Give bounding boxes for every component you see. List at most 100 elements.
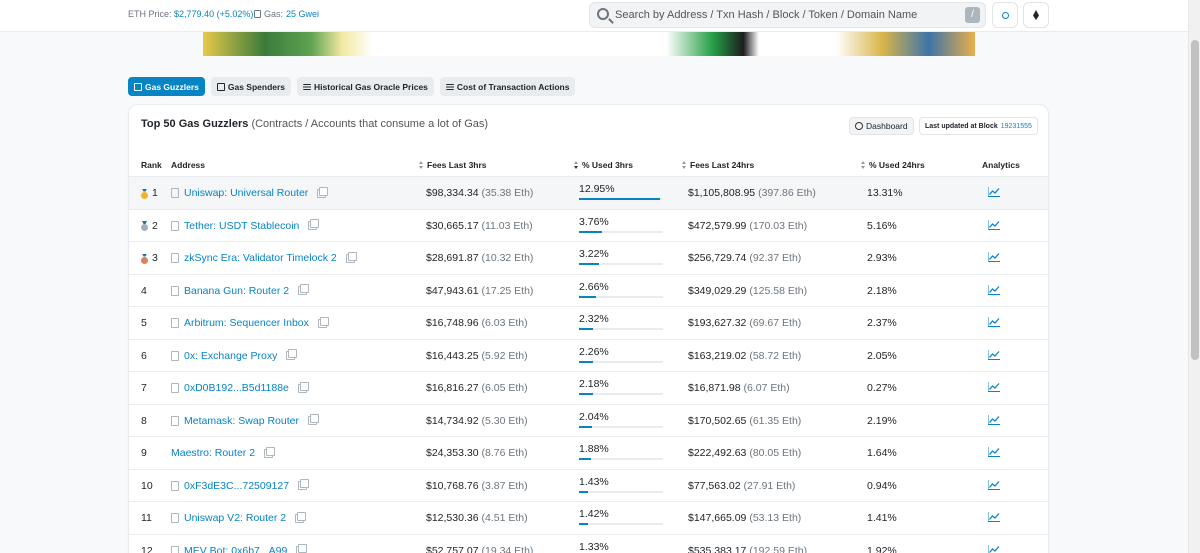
address-cell: MEV Bot: 0x6b7...A99 (171, 544, 308, 553)
fees-24h-usd: $1,105,808.95 (688, 187, 756, 199)
fees-3h-eth: (6.03 Eth) (481, 317, 528, 329)
fees-3h-usd: $14,734.92 (426, 414, 479, 427)
eth-price-value[interactable]: $2,779.40 (+5.02%) (174, 9, 254, 19)
scrollbar-thumb[interactable] (1191, 40, 1199, 360)
address-link[interactable]: Tether: USDT Stablecoin (184, 219, 300, 232)
table-row: 3 zkSync Era: Validator Timelock 2 $28,691… (129, 242, 1048, 275)
dashboard-button[interactable]: Dashboard (849, 117, 914, 135)
copy-icon[interactable] (298, 284, 310, 295)
header-rank: Rank (141, 160, 162, 170)
used-3h-value: 2.18% (579, 378, 609, 390)
tab-gas-spenders[interactable]: Gas Spenders (210, 77, 292, 96)
line-chart-icon[interactable] (988, 252, 1000, 262)
header-fees-24h[interactable]: Fees Last 24hrs (682, 160, 754, 170)
top-bar: ETH Price: $2,779.40 (+5.02%) Gas: 25 Gw… (0, 0, 1188, 32)
used-3h-cell: 3.76% (579, 216, 663, 233)
address-link[interactable]: Metamask: Swap Router (184, 414, 299, 427)
gas-value[interactable]: 25 Gwei (286, 9, 320, 19)
address-cell: zkSync Era: Validator Timelock 2 (171, 251, 357, 264)
line-chart-icon[interactable] (988, 219, 1000, 230)
network-button[interactable] (1023, 2, 1049, 28)
line-chart-icon[interactable] (988, 284, 1000, 295)
tab-cost-of-transaction-actions[interactable]: Cost of Transaction Actions (439, 77, 576, 96)
used-3h-cell: 1.33% (579, 541, 663, 553)
used-3h-cell: 12.95% (579, 183, 663, 200)
line-chart-icon[interactable] (988, 479, 1000, 490)
fees-3h-usd: $16,443.25 (426, 349, 479, 362)
search-input[interactable] (615, 6, 955, 24)
copy-icon[interactable] (308, 219, 320, 230)
copy-icon[interactable] (307, 414, 319, 425)
fees-3h-usd: $28,691.87 (426, 252, 479, 264)
rank-value: 10 (141, 479, 153, 492)
last-updated-block-link[interactable]: 19231555 (1000, 122, 1032, 130)
address-link[interactable]: Uniswap: Universal Router (184, 187, 309, 199)
address-link[interactable]: Banana Gun: Router 2 (184, 284, 290, 297)
fees-3h-usd: $30,665.17 (426, 219, 479, 232)
line-chart-icon[interactable] (988, 317, 1000, 327)
line-chart-icon[interactable] (988, 414, 1000, 425)
used-24h-value: 5.16% (867, 219, 897, 232)
line-chart-icon[interactable] (988, 512, 1000, 522)
table-body: 1 Uniswap: Universal Router $98,334.34 (35… (129, 177, 1048, 553)
used-3h-cell: 2.18% (579, 378, 663, 395)
document-icon (171, 350, 179, 361)
line-chart-icon[interactable] (988, 187, 1000, 197)
used-3h-bar-fill (579, 295, 596, 298)
address-link[interactable]: Uniswap V2: Router 2 (184, 512, 287, 524)
line-chart-icon[interactable] (988, 447, 1000, 457)
copy-icon[interactable] (298, 479, 310, 490)
rank-cell: 9 (141, 447, 147, 459)
tab-historical-gas-oracle[interactable]: Historical Gas Oracle Prices (297, 77, 434, 96)
gas-pump-icon (216, 82, 225, 91)
used-3h-value: 2.66% (579, 280, 609, 293)
copy-icon[interactable] (295, 511, 307, 523)
used-3h-bar-fill (579, 328, 594, 330)
ad-banner[interactable] (203, 32, 975, 56)
tab-gas-guzzlers[interactable]: Gas Guzzlers (128, 77, 205, 96)
document-icon (171, 253, 179, 263)
used-3h-cell: 2.32% (579, 313, 663, 330)
copy-icon[interactable] (296, 544, 308, 553)
address-link[interactable]: MEV Bot: 0x6b7...A99 (184, 544, 288, 553)
address-link[interactable]: 0xD0B192...B5d1188e (184, 382, 289, 394)
used-24h-value: 2.37% (867, 317, 897, 329)
used-3h-bar-fill (579, 490, 588, 493)
gas-pump-icon (134, 82, 142, 91)
used-3h-bar-fill (579, 393, 593, 395)
copy-icon[interactable] (264, 446, 276, 458)
line-chart-icon[interactable] (988, 349, 1000, 360)
rank-cell: 12 (141, 545, 153, 553)
copy-icon[interactable] (345, 251, 357, 263)
copy-icon[interactable] (317, 316, 329, 328)
rank-value: 9 (141, 447, 147, 459)
rank-cell: 1 (141, 187, 158, 199)
document-icon (171, 415, 179, 426)
used-3h-bar-fill (579, 458, 591, 460)
list-icon (303, 83, 312, 90)
address-link[interactable]: Arbitrum: Sequencer Inbox (184, 317, 309, 329)
table-row: 9 Maestro: Router 2 $24,353.30 (8.76 Eth) 1… (129, 437, 1048, 470)
address-link[interactable]: 0xF3dE3C...72509127 (184, 479, 290, 492)
page-scrollbar[interactable] (1188, 0, 1200, 553)
header-used-3h[interactable]: % Used 3hrs (574, 160, 633, 170)
fees-24h-cell: $77,563.02 (27.91 Eth) (688, 480, 795, 492)
fees-24h-eth: (6.07 Eth) (743, 382, 790, 394)
address-link[interactable]: zkSync Era: Validator Timelock 2 (184, 252, 337, 264)
theme-toggle-button[interactable] (992, 2, 1018, 28)
header-fees-3h[interactable]: Fees Last 3hrs (419, 160, 487, 170)
address-link[interactable]: 0x: Exchange Proxy (184, 349, 278, 362)
line-chart-icon[interactable] (988, 382, 1000, 392)
copy-icon[interactable] (317, 186, 329, 198)
used-3h-bar-fill (579, 263, 600, 265)
search-box[interactable]: / (589, 2, 986, 28)
copy-icon[interactable] (286, 349, 298, 360)
header-used-24h[interactable]: % Used 24hrs (861, 160, 925, 170)
table-row: 1 Uniswap: Universal Router $98,334.34 (35… (129, 177, 1048, 210)
used-3h-bar (579, 328, 663, 330)
sun-icon (1001, 11, 1009, 19)
copy-icon[interactable] (297, 381, 309, 393)
address-link[interactable]: Maestro: Router 2 (171, 447, 256, 459)
line-chart-icon[interactable] (988, 544, 1000, 553)
rank-value: 5 (141, 317, 147, 329)
